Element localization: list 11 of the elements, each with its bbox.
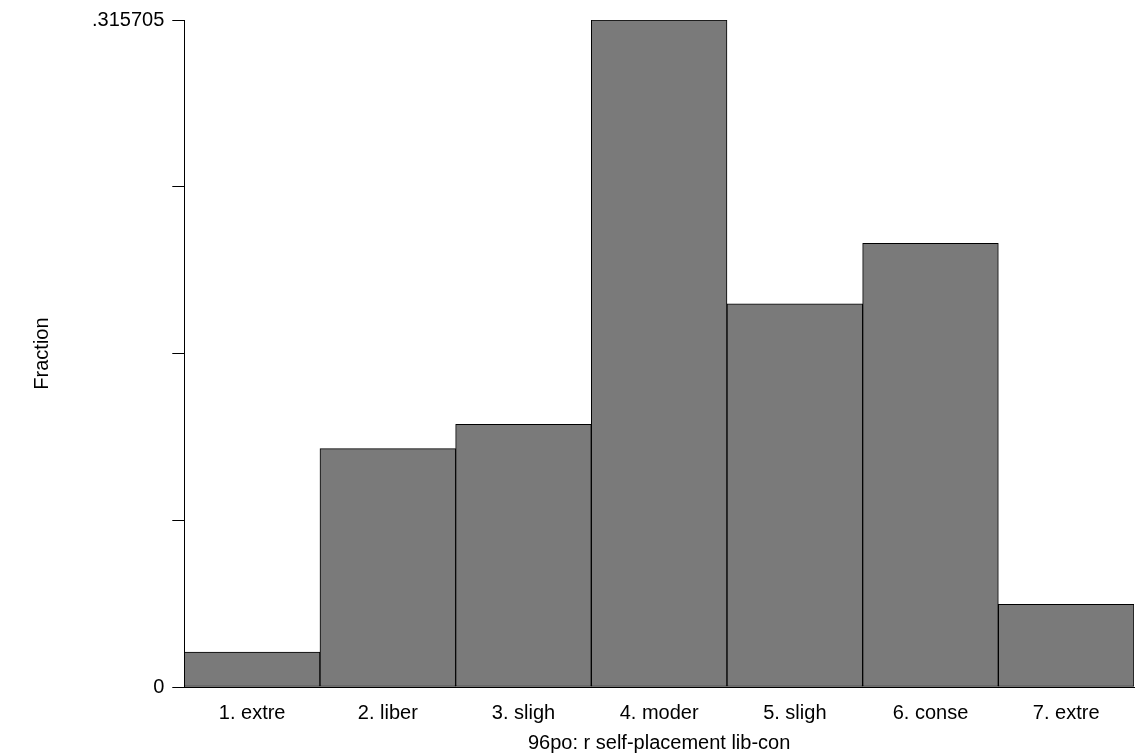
x-axis-title: 96po: r self-placement lib-con bbox=[527, 730, 791, 753]
x-tick-label: 5. sligh bbox=[763, 700, 827, 723]
x-tick-label: 1. extre bbox=[218, 700, 286, 723]
y-axis-title: Fraction bbox=[29, 317, 52, 390]
x-tick-label: 4. moder bbox=[619, 700, 699, 723]
x-tick-label: 6. conse bbox=[892, 700, 969, 723]
x-tick-label: 7. extre bbox=[1032, 700, 1100, 723]
y-tick-label: .315705 bbox=[92, 7, 165, 30]
x-tick-label: 3. sligh bbox=[491, 700, 556, 723]
y-tick-label: 0 bbox=[153, 674, 165, 697]
x-tick-label: 2. liber bbox=[357, 700, 419, 723]
